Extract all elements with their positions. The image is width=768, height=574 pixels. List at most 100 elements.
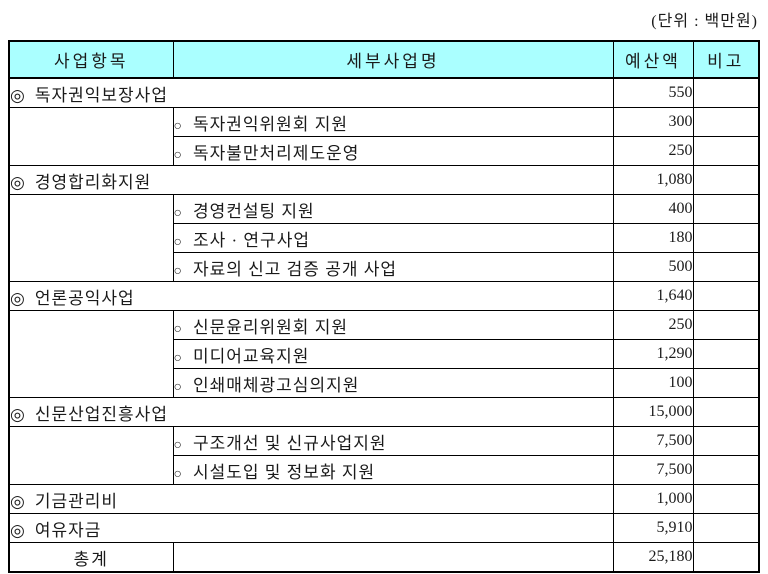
section-remark-cell: [692, 281, 760, 311]
item-name: 독자불만처리제도운영: [192, 143, 360, 163]
item-row: ○ 신문윤리위원회 지원 250: [8, 310, 760, 398]
item-remark-cell: [692, 310, 760, 340]
section-budget-value: 1,640: [612, 281, 694, 311]
item-remark-cell: [692, 194, 760, 224]
section-bullet-icon: ◎: [10, 288, 26, 308]
item-name: 조사 · 연구사업: [192, 230, 310, 250]
header-project-category: 사업항목: [8, 40, 174, 79]
section-budget-value: 1,080: [612, 165, 694, 195]
section-budget-value: 5,910: [612, 513, 694, 543]
section-title: 여유자금: [34, 520, 102, 540]
section-budget-value: 1,000: [612, 484, 694, 514]
item-remark-cell: [692, 136, 760, 166]
item-remark-cell: [692, 368, 760, 398]
item-bullet-icon: ○: [173, 466, 183, 482]
item-row: ○ 구조개선 및 신규사업지원 7,500: [8, 426, 760, 485]
section-bullet-icon: ◎: [10, 85, 26, 105]
item-remark-cell: [692, 107, 760, 137]
section-budget-value: 550: [612, 77, 694, 108]
item-bullet-icon: ○: [173, 263, 183, 279]
total-detail-empty-cell: [172, 542, 614, 573]
section-title: 경영합리화지원: [34, 172, 152, 192]
item-name-cell: ○ 시설도입 및 정보화 지원: [172, 455, 614, 485]
item-row: ○ 미디어교육지원 1,290: [9, 339, 760, 369]
item-budget-value: 1,290: [612, 339, 694, 369]
item-name: 인쇄매체광고심의지원: [192, 375, 360, 395]
item-name: 구조개선 및 신규사업지원: [192, 433, 387, 453]
section-title: 언론공익사업: [34, 288, 135, 308]
section-row: ◎ 언론공익사업 1,640: [8, 281, 760, 311]
item-budget-value: 500: [612, 252, 694, 282]
category-empty-cell: [8, 194, 174, 282]
section-title: 독자권익보장사업: [34, 85, 168, 105]
unit-label: (단위 : 백만원): [651, 13, 758, 30]
item-name-cell: ○ 독자불만처리제도운영: [172, 136, 614, 166]
section-title: 신문산업진흥사업: [34, 404, 168, 424]
item-name: 자료의 신고 검증 공개 사업: [192, 259, 398, 279]
header-row: 사업항목 세부사업명 예산액 비고: [8, 40, 760, 79]
section-remark-cell: [692, 513, 760, 543]
item-name: 경영컨설팅 지원: [192, 201, 315, 221]
header-budget-amount: 예산액: [612, 40, 694, 79]
item-remark-cell: [692, 339, 760, 369]
item-budget-value: 180: [612, 223, 694, 253]
item-name-cell: ○ 미디어교육지원: [172, 339, 614, 369]
item-row: ○ 인쇄매체광고심의지원 100: [9, 368, 760, 398]
section-title-cell: ◎ 독자권익보장사업: [8, 77, 614, 108]
item-remark-cell: [692, 252, 760, 282]
item-budget-value: 7,500: [612, 426, 694, 456]
budget-table: 사업항목 세부사업명 예산액 비고 ◎ 독자권익보장사업 550 ○ 독자권익위원회 지…: [8, 40, 760, 573]
item-name-cell: ○ 조사 · 연구사업: [172, 223, 614, 253]
item-row: ○ 자료의 신고 검증 공개 사업 500: [9, 252, 760, 282]
item-budget-value: 250: [612, 310, 694, 340]
category-empty-cell: [8, 310, 174, 398]
section-row: ◎ 여유자금 5,910: [8, 513, 760, 543]
section-title-cell: ◎ 기금관리비: [8, 484, 614, 514]
item-budget-value: 400: [612, 194, 694, 224]
section-title-cell: ◎ 경영합리화지원: [8, 165, 614, 195]
total-remark-cell: [692, 542, 760, 573]
item-bullet-icon: ○: [173, 350, 183, 366]
section-bullet-icon: ◎: [10, 404, 26, 424]
section-remark-cell: [692, 77, 760, 108]
section-title-cell: ◎ 언론공익사업: [8, 281, 614, 311]
item-name-cell: ○ 독자권익위원회 지원: [172, 107, 614, 137]
section-bullet-icon: ◎: [10, 172, 26, 192]
item-budget-value: 250: [612, 136, 694, 166]
item-bullet-icon: ○: [173, 437, 183, 453]
header-detail-project-name: 세부사업명: [172, 40, 614, 79]
item-bullet-icon: ○: [173, 205, 183, 221]
category-empty-cell: [8, 426, 174, 485]
item-name-cell: ○ 인쇄매체광고심의지원: [172, 368, 614, 398]
item-budget-value: 300: [612, 107, 694, 137]
section-row: ◎ 신문산업진흥사업 15,000: [8, 397, 760, 427]
item-name-cell: ○ 신문윤리위원회 지원: [172, 310, 614, 340]
total-row: 총계 25,180: [8, 542, 760, 573]
item-bullet-icon: ○: [173, 118, 183, 134]
section-row: ◎ 경영합리화지원 1,080: [8, 165, 760, 195]
item-name: 미디어교육지원: [192, 346, 310, 366]
item-name-cell: ○ 자료의 신고 검증 공개 사업: [172, 252, 614, 282]
table-body: ◎ 독자권익보장사업 550 ○ 독자권익위원회 지원 300 ○ 독자불만처리제도운영 250…: [8, 77, 760, 573]
item-bullet-icon: ○: [173, 147, 183, 163]
section-bullet-icon: ◎: [10, 520, 26, 540]
section-title-cell: ◎ 신문산업진흥사업: [8, 397, 614, 427]
section-remark-cell: [692, 165, 760, 195]
total-label: 총계: [8, 542, 174, 573]
item-name: 독자권익위원회 지원: [192, 114, 348, 134]
section-budget-value: 15,000: [612, 397, 694, 427]
item-bullet-icon: ○: [173, 321, 183, 337]
item-remark-cell: [692, 426, 760, 456]
item-name-cell: ○ 구조개선 및 신규사업지원: [172, 426, 614, 456]
item-row: ○ 경영컨설팅 지원 400: [8, 194, 760, 282]
section-bullet-icon: ◎: [10, 491, 26, 511]
item-bullet-icon: ○: [173, 379, 183, 395]
total-budget-value: 25,180: [612, 542, 694, 573]
section-remark-cell: [692, 484, 760, 514]
header-remarks: 비고: [692, 40, 760, 79]
item-remark-cell: [692, 455, 760, 485]
section-title: 기금관리비: [34, 491, 119, 511]
item-name: 신문윤리위원회 지원: [192, 317, 348, 337]
section-row: ◎ 기금관리비 1,000: [8, 484, 760, 514]
item-name-cell: ○ 경영컨설팅 지원: [172, 194, 614, 224]
